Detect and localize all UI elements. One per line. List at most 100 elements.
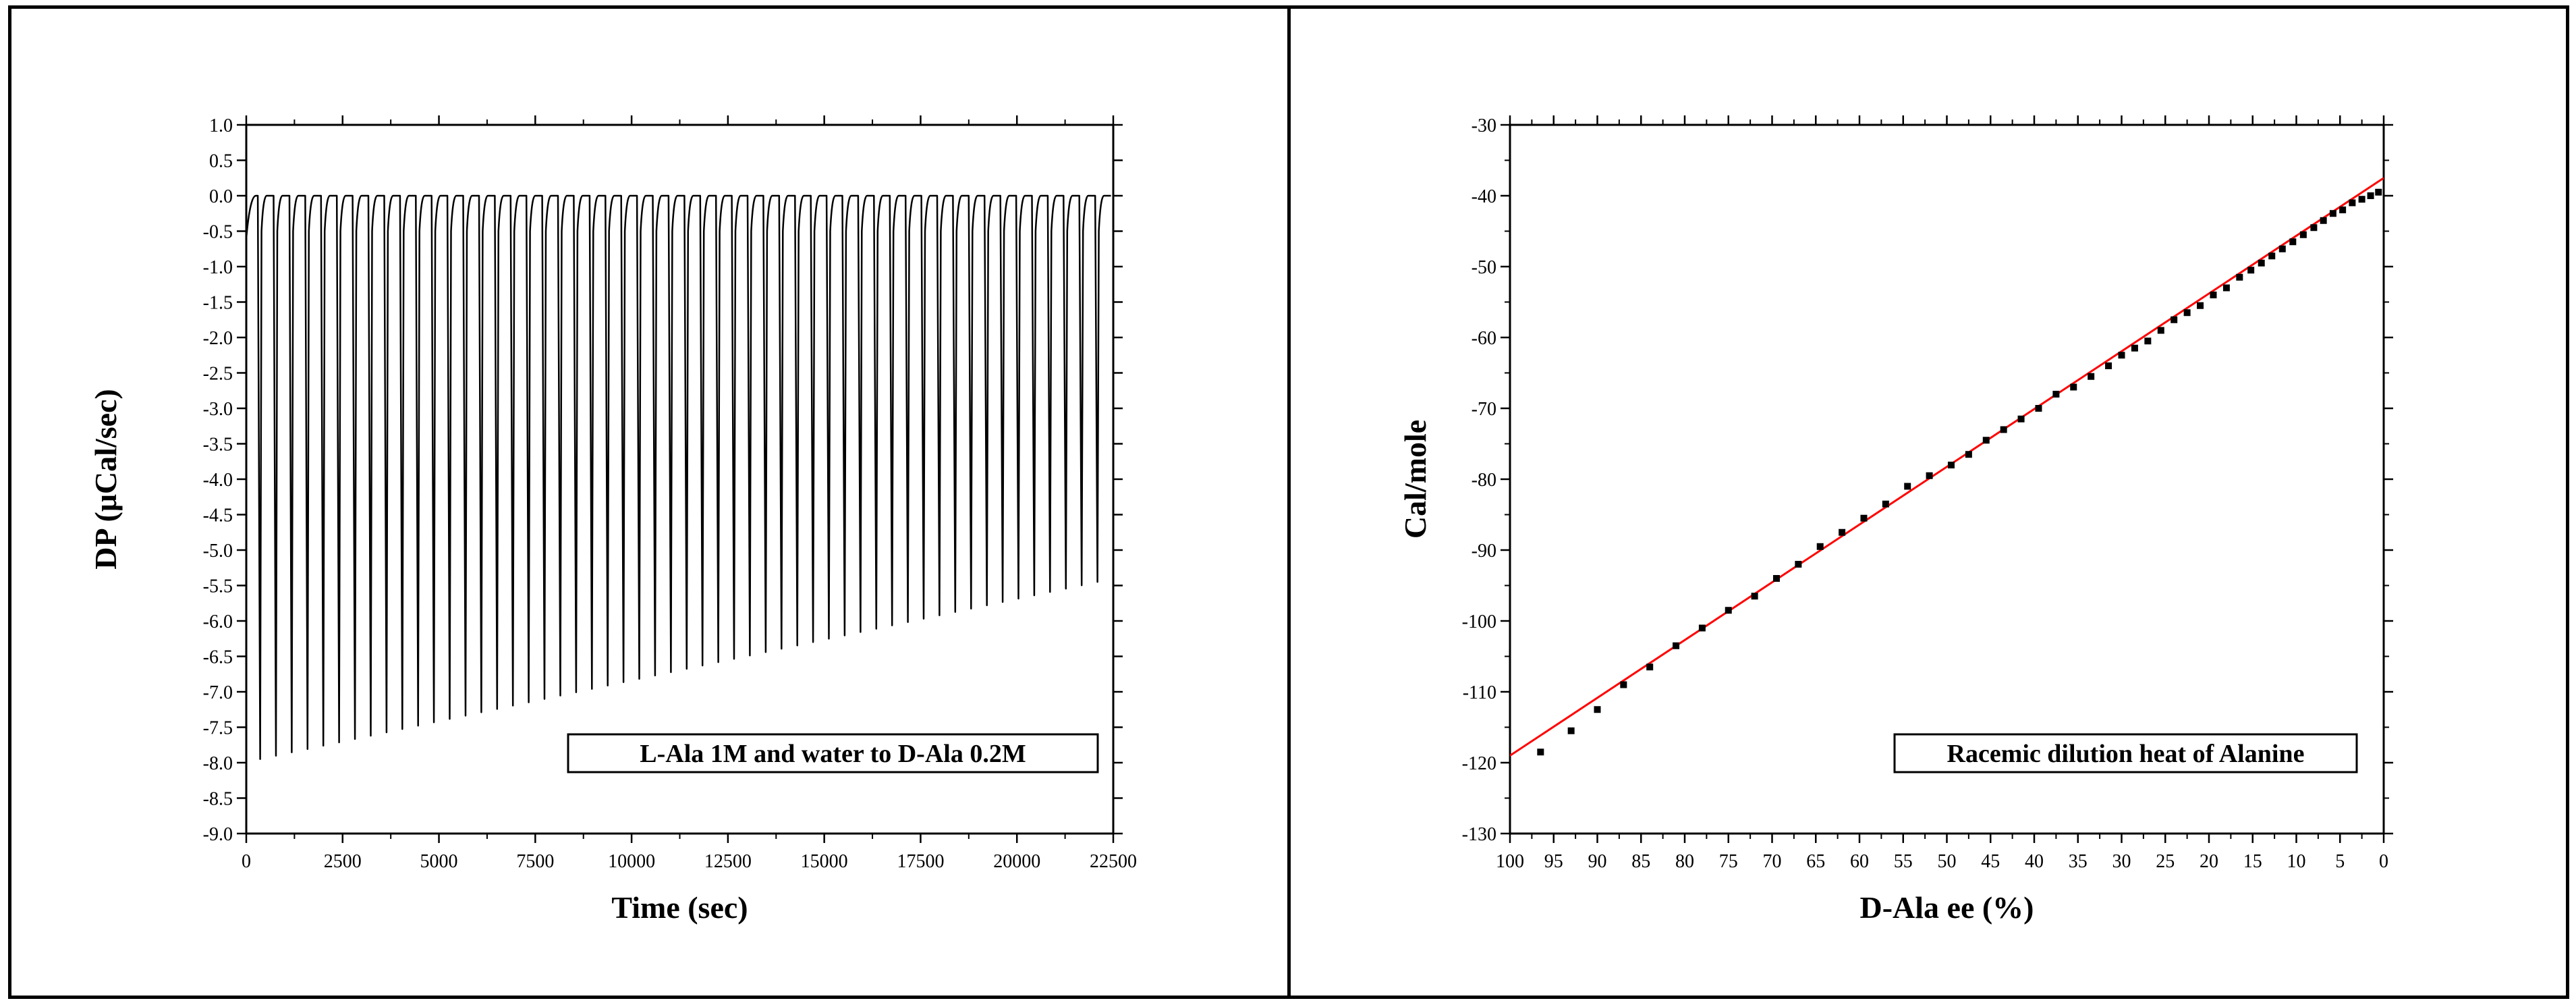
data-point: [2183, 309, 2191, 317]
data-point: [1646, 663, 1654, 671]
thermogram-series-line: [245, 194, 1111, 761]
x-tick-label: 65: [1806, 851, 1825, 872]
x-tick-label: 25: [2156, 851, 2175, 872]
y-tick-label: -4.0: [203, 470, 233, 491]
y-tick-label: -5.0: [203, 541, 233, 562]
x-tick-label: 80: [1675, 851, 1694, 872]
y-tick-label: 0.0: [209, 186, 233, 207]
legend-box: [1893, 733, 2358, 773]
y-tick-label: -110: [1463, 682, 1496, 703]
data-point: [1594, 706, 1601, 713]
y-tick-label: -7.5: [203, 718, 233, 739]
data-point: [2171, 316, 2178, 323]
x-tick-label: 12500: [704, 851, 752, 872]
data-point: [1772, 575, 1780, 582]
data-point: [1537, 749, 1544, 756]
data-point: [2105, 362, 2112, 369]
x-tick-label: 7500: [516, 851, 554, 872]
legend-label: Racemic dilution heat of Alanine: [1947, 740, 2305, 768]
plot-frame: [245, 124, 1115, 835]
data-point: [1982, 437, 1990, 444]
x-tick-label: 10: [2287, 851, 2306, 872]
x-tick-label: 55: [1894, 851, 1913, 872]
y-tick-label: -90: [1472, 541, 1496, 562]
left-chart-panel: 0 2500 5000 7500 10000 12500 15000 17500 20000 22…: [8, 5, 1293, 999]
y-tick-label: -1.5: [203, 293, 233, 314]
x-tick-label: 22500: [1090, 851, 1137, 872]
y-axis-title: DP (μCal/sec): [88, 389, 123, 570]
x-tick-label: 90: [1588, 851, 1607, 872]
data-point: [1882, 500, 1889, 508]
data-point: [1947, 462, 1955, 468]
data-point: [2299, 231, 2307, 238]
x-tick-label: 95: [1544, 851, 1563, 872]
y-tick-label: -9.0: [203, 824, 233, 845]
x-axis-title: Time (sec): [611, 890, 748, 925]
y-tick-label: -2.5: [203, 364, 233, 385]
y-tick-label: -60: [1472, 328, 1496, 349]
y-tick-label: -50: [1472, 257, 1496, 278]
y-tick-label: -3.0: [203, 399, 233, 420]
x-tick-label: 2500: [324, 851, 362, 872]
data-point: [2329, 210, 2336, 217]
y-tick-label: -5.5: [203, 576, 233, 597]
itc-thermogram-chart: 0 2500 5000 7500 10000 12500 15000 17500 20000 22…: [88, 115, 1137, 925]
y-tick-label: -40: [1472, 186, 1496, 207]
data-point: [1926, 472, 1933, 479]
data-point: [2358, 196, 2365, 203]
data-point: [2070, 383, 2077, 391]
y-tick-label: -8.0: [203, 753, 233, 774]
y-axis-title: Cal/mole: [1398, 420, 1432, 539]
y-tick-label: -6.0: [203, 611, 233, 632]
x-tick-label: 100: [1496, 851, 1524, 872]
data-point: [2017, 415, 2025, 423]
data-point: [1839, 528, 1846, 536]
y-tick-label: 0.5: [209, 151, 233, 172]
x-tick-label: 10000: [608, 851, 655, 872]
y-tick-label: -120: [1462, 753, 1496, 774]
data-point: [2349, 199, 2356, 207]
data-point: [2052, 391, 2060, 398]
y-tick-label: 1.0: [209, 115, 233, 136]
data-point: [1795, 561, 1802, 568]
data-point: [2320, 217, 2327, 224]
data-point: [1673, 642, 1680, 649]
data-point: [1965, 451, 1972, 458]
data-point: [2222, 284, 2230, 292]
x-tick-label: 35: [2069, 851, 2088, 872]
y-tick-label: -8.5: [203, 789, 233, 810]
data-point: [2268, 252, 2276, 260]
x-tick-label: 17500: [897, 851, 944, 872]
data-point: [2197, 302, 2204, 309]
data-point: [1860, 514, 1868, 522]
x-tick-label: 30: [2112, 851, 2131, 872]
x-tick-label: 15000: [801, 851, 848, 872]
data-point: [1620, 681, 1627, 688]
x-tick-label: 70: [1763, 851, 1782, 872]
data-point: [2289, 238, 2297, 246]
y-tick-label: -130: [1462, 824, 1496, 845]
data-point: [2339, 207, 2347, 213]
y-tick-label: -100: [1462, 611, 1496, 632]
y-tick-label: -7.0: [203, 682, 233, 703]
x-tick-label: 0: [242, 851, 251, 872]
data-point: [2278, 245, 2286, 252]
data-point: [2118, 352, 2125, 359]
data-point: [1751, 593, 1758, 600]
x-tick-label: 50: [1938, 851, 1957, 872]
data-point: [2131, 344, 2138, 352]
x-tick-label: 5: [2335, 851, 2345, 872]
data-point: [2035, 405, 2042, 412]
data-point: [2088, 373, 2095, 380]
legend-box: [567, 733, 1099, 773]
data-point: [2310, 224, 2318, 232]
data-point: [2000, 426, 2007, 433]
data-point: [2157, 327, 2164, 334]
right-chart-panel: 100 95 90 85 80 75 70 65 60 55 50 45 40 35 30 25 20 15 10 5…: [1287, 5, 2569, 999]
x-tick-label: 5000: [420, 851, 458, 872]
legend-label: L-Ala 1M and water to D-Ala 0.2M: [640, 740, 1026, 768]
y-tick-label: -30: [1472, 115, 1496, 136]
y-tick-label: -3.5: [203, 435, 233, 456]
dilution-heat-chart: 100 95 90 85 80 75 70 65 60 55 50 45 40 35 30 25 20 15 10 5…: [1398, 115, 2393, 925]
data-point: [1725, 607, 1732, 614]
